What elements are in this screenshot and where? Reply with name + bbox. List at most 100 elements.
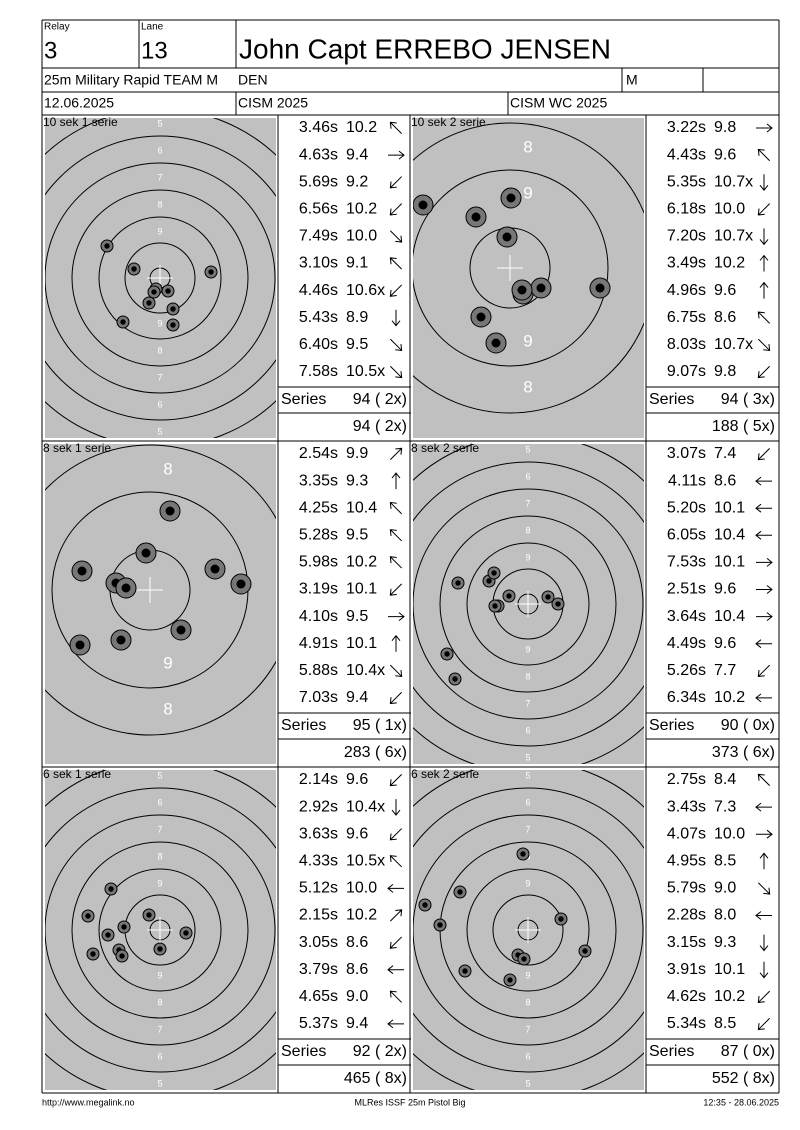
shot-time: 3.43s: [667, 798, 706, 815]
arrow-shape: [389, 365, 403, 379]
direction-arrow: [389, 284, 403, 297]
ring-label: 5: [157, 1078, 162, 1088]
footer-program: MLRes ISSF 25m Pistol Big: [354, 1097, 465, 1107]
shot-time: 7.20s: [667, 228, 706, 245]
shot-centre: [506, 593, 512, 599]
shot-centre: [492, 603, 498, 609]
arrow-shape: [389, 257, 403, 270]
panel-title: 6 sek 2 serie: [411, 767, 479, 781]
arrow-shape: [389, 583, 403, 596]
series-score: 90 ( 0x): [721, 717, 775, 734]
ring: [71, 189, 249, 367]
ring-label: 5: [157, 426, 162, 436]
centre-cross: [515, 917, 541, 943]
arrow-shape: [755, 639, 772, 649]
target-panel: 5 5 6 6 7 7 8 8 9 9 10 sek 1 serie 3.46s 10.2 4.63s 9.…: [42, 115, 411, 442]
ring-label: 9: [163, 653, 172, 672]
shot-score: 10.1: [346, 635, 377, 652]
shot-centre: [422, 902, 428, 908]
arrow-shape: [389, 773, 403, 787]
ring-label: 9: [157, 318, 162, 328]
shot-score: 9.8: [714, 119, 736, 136]
ring: [45, 135, 276, 421]
shot-score: 8.6: [346, 961, 368, 978]
direction-arrow: [759, 228, 769, 246]
shot-score: 10.1: [714, 554, 745, 571]
shot-time: 5.98s: [299, 554, 338, 571]
ring-label: 8: [157, 199, 162, 209]
ring-label: 7: [525, 698, 530, 708]
shot-time: 4.91s: [299, 635, 338, 652]
arrow-shape: [759, 254, 769, 272]
arrow-shape: [387, 965, 404, 975]
direction-arrow: [757, 882, 771, 895]
arrow-shape: [757, 773, 771, 787]
direction-arrow: [387, 1019, 404, 1029]
arrow-shape: [757, 664, 771, 678]
arrow-shape: [759, 934, 769, 952]
shot-time: 5.37s: [299, 1015, 338, 1032]
shot-score: 8.6: [714, 309, 736, 326]
shot-centre: [146, 912, 152, 918]
shot-time: 7.49s: [299, 228, 338, 245]
shot-centre: [170, 322, 176, 328]
shot-centre: [521, 956, 527, 962]
arrow-shape: [757, 1017, 771, 1031]
series-label: Series: [281, 391, 326, 408]
arrow-shape: [756, 829, 773, 839]
shot-centre: [437, 922, 443, 928]
shot-centre: [165, 288, 171, 294]
ring-label: 5: [525, 770, 530, 780]
arrow-shape: [389, 828, 403, 841]
shot-time: 3.91s: [667, 961, 706, 978]
shot-centre: [462, 968, 468, 974]
panel-title: 8 sek 1 serie: [43, 441, 111, 455]
shot-score: 8.5: [714, 1015, 736, 1032]
shot-centre: [151, 289, 157, 295]
athlete-name: John Capt ERREBO JENSEN: [239, 33, 611, 64]
ring: [45, 814, 276, 1046]
shot-time: 5.88s: [299, 662, 338, 679]
shot-score: 9.4: [346, 689, 368, 706]
shot-centre: [536, 283, 546, 293]
shot-time: 4.11s: [668, 472, 706, 489]
arrow-shape: [389, 691, 403, 705]
shot-time: 3.64s: [667, 608, 706, 625]
ring-label: 8: [163, 699, 172, 718]
ring-label: 7: [157, 1024, 162, 1034]
shot-score: 10.6x: [346, 282, 385, 299]
shot-score: 10.0: [714, 825, 745, 842]
shot-score: 10.2: [346, 554, 377, 571]
ring-label: 9: [523, 331, 532, 350]
shot-score: 9.0: [346, 988, 368, 1005]
ring-label: 9: [157, 970, 162, 980]
shot-score: 8.4: [714, 771, 736, 788]
shot-time: 5.43s: [299, 309, 338, 326]
match: CISM WC 2025: [510, 95, 607, 111]
ring-label: 8: [525, 997, 530, 1007]
shot-score: 10.0: [346, 880, 377, 897]
direction-arrow: [389, 529, 403, 542]
arrow-shape: [755, 530, 772, 540]
direction-arrow: [391, 799, 401, 816]
arrow-shape: [389, 176, 403, 189]
shot-time: 6.05s: [667, 527, 706, 544]
direction-arrow: [759, 174, 769, 192]
shot-score: 10.4: [346, 499, 377, 516]
panel-title: 10 sek 2 serie: [411, 115, 486, 129]
shot-score: 9.6: [714, 581, 736, 598]
shot-time: 9.07s: [667, 363, 706, 380]
series-label: Series: [281, 1043, 326, 1060]
header: Relay 3 Lane 13 John Capt ERREBO JENSEN …: [41, 19, 780, 1093]
shot-time: 6.34s: [667, 689, 706, 706]
direction-arrow: [389, 365, 403, 379]
shot-score: 9.4: [346, 146, 368, 163]
shot-time: 4.25s: [299, 499, 338, 516]
arrow-shape: [388, 612, 405, 621]
shot-score: 10.7x: [714, 173, 753, 190]
